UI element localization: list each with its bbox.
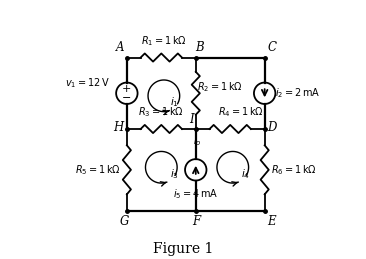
Text: +: + (122, 84, 131, 94)
Text: $R_6 = 1\,\mathrm{k}\Omega$: $R_6 = 1\,\mathrm{k}\Omega$ (271, 163, 317, 177)
Text: $R_5 = 1\,\mathrm{k}\Omega$: $R_5 = 1\,\mathrm{k}\Omega$ (75, 163, 120, 177)
Text: C: C (267, 41, 276, 54)
Text: F: F (192, 215, 200, 228)
Text: H: H (113, 121, 124, 134)
Text: B: B (195, 41, 204, 54)
Text: $R_2 = 1\,\mathrm{k}\Omega$: $R_2 = 1\,\mathrm{k}\Omega$ (197, 80, 243, 94)
Text: Figure 1: Figure 1 (153, 242, 213, 256)
Text: $i_3$: $i_3$ (169, 167, 179, 181)
Text: I: I (189, 113, 194, 126)
Text: $R_1 = 1\,\mathrm{k}\Omega$: $R_1 = 1\,\mathrm{k}\Omega$ (141, 34, 187, 48)
Text: $i_2 = 2\,\mathrm{mA}$: $i_2 = 2\,\mathrm{mA}$ (275, 86, 321, 100)
Text: −: − (122, 93, 131, 103)
Text: $i_4$: $i_4$ (241, 167, 250, 181)
Text: $I_o$: $I_o$ (193, 134, 201, 148)
Text: $i_1$: $i_1$ (169, 95, 179, 109)
Text: A: A (115, 41, 124, 54)
Text: D: D (267, 121, 276, 134)
Text: E: E (268, 215, 276, 228)
Text: G: G (120, 215, 129, 228)
Text: $R_3 = 1\,\mathrm{k}\Omega$: $R_3 = 1\,\mathrm{k}\Omega$ (138, 105, 184, 119)
Text: $i_5 = 4\,\mathrm{mA}$: $i_5 = 4\,\mathrm{mA}$ (173, 187, 219, 201)
Text: $R_4 = 1\,\mathrm{k}\Omega$: $R_4 = 1\,\mathrm{k}\Omega$ (217, 105, 263, 119)
Text: $v_1 = 12\,\mathrm{V}$: $v_1 = 12\,\mathrm{V}$ (65, 76, 110, 90)
